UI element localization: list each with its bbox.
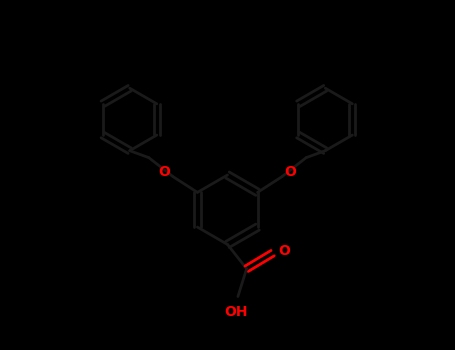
Text: O: O [158, 164, 170, 178]
Text: O: O [285, 164, 297, 178]
Text: OH: OH [224, 305, 248, 319]
Text: O: O [278, 244, 290, 258]
